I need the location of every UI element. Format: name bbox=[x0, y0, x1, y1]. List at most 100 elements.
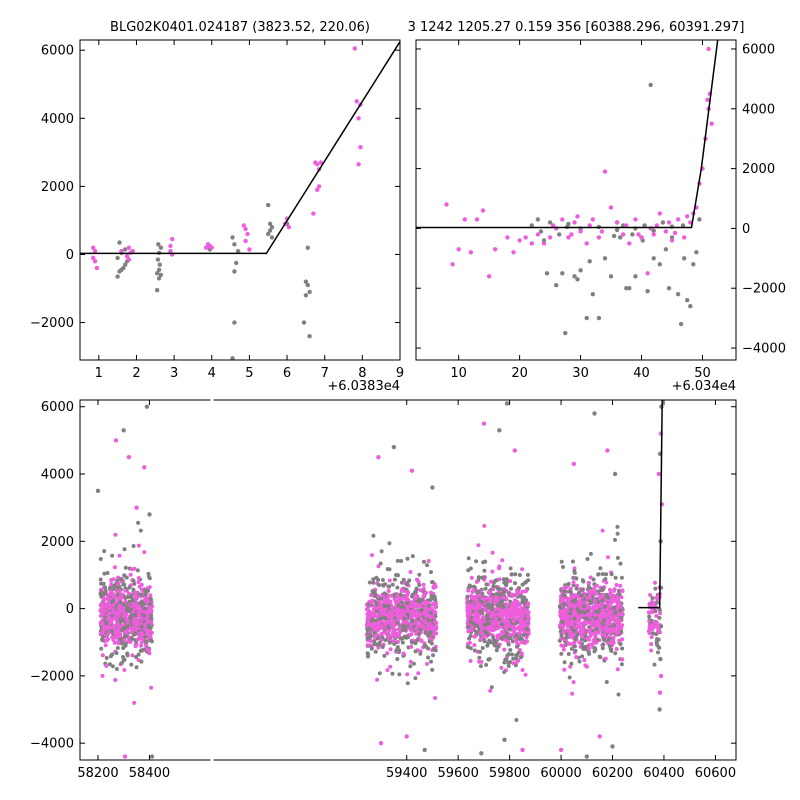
data-point bbox=[139, 659, 144, 664]
data-point bbox=[429, 659, 433, 664]
data-point bbox=[468, 620, 473, 624]
data-point bbox=[490, 569, 495, 574]
data-point bbox=[128, 572, 133, 577]
data-point bbox=[419, 638, 424, 643]
data-point bbox=[511, 632, 515, 637]
data-point bbox=[157, 262, 162, 267]
data-point bbox=[390, 622, 395, 627]
data-point bbox=[465, 594, 470, 599]
data-point bbox=[511, 656, 516, 661]
data-point bbox=[126, 245, 132, 250]
data-point bbox=[356, 162, 361, 167]
data-point bbox=[654, 223, 659, 228]
data-point bbox=[414, 614, 419, 619]
data-point bbox=[606, 555, 610, 560]
data-point bbox=[484, 582, 489, 587]
data-point bbox=[375, 622, 380, 627]
data-point bbox=[663, 247, 669, 252]
data-point bbox=[115, 592, 120, 597]
data-point bbox=[372, 639, 377, 644]
data-point bbox=[652, 662, 657, 667]
data-point bbox=[547, 235, 553, 240]
data-point bbox=[571, 461, 577, 467]
data-point bbox=[587, 629, 592, 634]
data-point bbox=[386, 625, 391, 630]
data-point bbox=[148, 597, 153, 602]
data-point bbox=[621, 232, 626, 237]
data-point bbox=[465, 644, 470, 649]
data-point bbox=[122, 657, 127, 662]
data-point bbox=[604, 680, 609, 684]
data-point bbox=[685, 298, 690, 303]
data-point bbox=[422, 747, 427, 753]
data-point bbox=[427, 623, 432, 628]
data-point bbox=[604, 572, 609, 577]
data-point bbox=[468, 634, 473, 638]
data-point bbox=[604, 625, 609, 630]
data-point bbox=[574, 576, 579, 581]
data-point bbox=[550, 223, 556, 228]
data-point bbox=[123, 588, 128, 593]
data-point bbox=[592, 411, 597, 416]
x-tick-label: 3 bbox=[170, 366, 178, 381]
panel-zoom-peak: 1 2 3 4 5 6 7 8 9 −2000 0 2000 4000 6000 +6.0383e4 bbox=[30, 39, 404, 394]
data-point bbox=[525, 618, 530, 623]
axes-frame bbox=[79, 399, 737, 761]
data-point bbox=[369, 593, 374, 598]
x-tick-label: 7 bbox=[321, 366, 329, 381]
data-point bbox=[147, 512, 152, 517]
data-point bbox=[387, 578, 392, 583]
data-point bbox=[493, 617, 498, 621]
data-point bbox=[697, 217, 702, 222]
data-point bbox=[390, 582, 395, 587]
data-point bbox=[134, 665, 139, 670]
data-point bbox=[392, 577, 397, 582]
data-point bbox=[384, 631, 389, 636]
data-point bbox=[569, 232, 574, 237]
data-point bbox=[116, 581, 121, 586]
data-point bbox=[639, 235, 644, 240]
data-point bbox=[497, 611, 502, 616]
data-point bbox=[468, 659, 473, 663]
data-point bbox=[466, 629, 471, 634]
data-point bbox=[578, 621, 583, 626]
data-point bbox=[269, 225, 275, 230]
data-point bbox=[523, 672, 528, 677]
data-point bbox=[235, 248, 241, 254]
data-point bbox=[419, 617, 424, 622]
data-point bbox=[669, 238, 675, 243]
data-point bbox=[486, 274, 492, 279]
data-point bbox=[620, 588, 625, 593]
data-point bbox=[526, 610, 531, 615]
data-point bbox=[480, 646, 485, 650]
data-point bbox=[105, 571, 110, 575]
data-point bbox=[594, 640, 599, 645]
data-point bbox=[371, 533, 376, 538]
data-point bbox=[509, 592, 514, 597]
data-point bbox=[104, 656, 109, 660]
data-point bbox=[630, 232, 635, 237]
data-point bbox=[566, 604, 571, 609]
data-point bbox=[466, 613, 471, 618]
data-point bbox=[600, 632, 605, 637]
data-point bbox=[654, 614, 659, 618]
data-point bbox=[485, 625, 490, 630]
data-point bbox=[490, 602, 495, 607]
data-point bbox=[375, 642, 379, 647]
data-point bbox=[241, 223, 246, 228]
data-point bbox=[103, 643, 108, 648]
data-point bbox=[562, 667, 567, 672]
data-point bbox=[112, 565, 117, 570]
data-point bbox=[487, 621, 492, 626]
model-line bbox=[416, 40, 719, 229]
data-point bbox=[598, 566, 603, 571]
left-panel-title: BLG02K0401.024187 (3823.52, 220.06) bbox=[110, 20, 370, 35]
y-tick-label: 2000 bbox=[41, 535, 74, 550]
data-point bbox=[376, 564, 381, 569]
data-point bbox=[98, 592, 103, 596]
data-point bbox=[315, 187, 320, 192]
data-point bbox=[145, 618, 150, 623]
data-point bbox=[377, 671, 382, 676]
data-point bbox=[318, 160, 324, 165]
data-point bbox=[507, 614, 512, 619]
